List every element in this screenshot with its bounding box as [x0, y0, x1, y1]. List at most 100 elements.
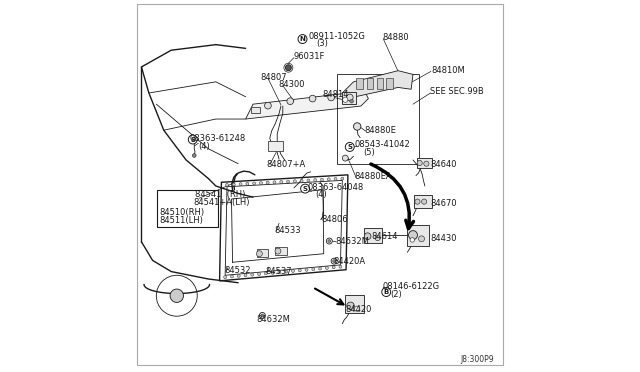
Text: 96031F: 96031F: [294, 52, 325, 61]
Circle shape: [301, 184, 310, 193]
Circle shape: [353, 123, 361, 130]
Bar: [257, 249, 268, 257]
Text: 84533: 84533: [275, 226, 301, 235]
Text: 84632M: 84632M: [335, 237, 369, 246]
Text: (3): (3): [316, 39, 328, 48]
Circle shape: [253, 182, 255, 185]
Polygon shape: [342, 71, 413, 97]
Text: 84532: 84532: [225, 266, 252, 275]
Text: 84430: 84430: [430, 234, 456, 243]
Circle shape: [237, 275, 240, 278]
Circle shape: [341, 177, 344, 180]
Bar: [408, 225, 429, 246]
Circle shape: [325, 266, 328, 269]
Circle shape: [326, 238, 332, 244]
Bar: [417, 158, 431, 168]
Circle shape: [355, 306, 360, 311]
Circle shape: [273, 181, 276, 184]
Circle shape: [257, 251, 262, 257]
Circle shape: [259, 312, 266, 318]
Text: N: N: [300, 36, 305, 42]
Circle shape: [287, 180, 289, 183]
Circle shape: [285, 270, 287, 273]
Text: (2): (2): [390, 290, 402, 299]
Text: 08363-64048: 08363-64048: [307, 183, 364, 192]
Text: 84806: 84806: [321, 215, 348, 224]
Circle shape: [422, 199, 427, 204]
Text: 84640: 84640: [430, 160, 456, 169]
Text: 84420: 84420: [346, 305, 372, 314]
Circle shape: [188, 135, 197, 144]
Circle shape: [280, 180, 283, 183]
Circle shape: [424, 161, 429, 166]
Bar: [376, 78, 383, 89]
Text: 84880E: 84880E: [364, 126, 396, 135]
Circle shape: [339, 265, 342, 268]
Circle shape: [375, 235, 380, 241]
Text: 84807: 84807: [260, 73, 287, 82]
Circle shape: [251, 273, 254, 276]
Circle shape: [239, 183, 242, 186]
Circle shape: [246, 182, 249, 185]
Text: 84670: 84670: [430, 199, 457, 208]
Circle shape: [410, 238, 415, 242]
Circle shape: [287, 98, 294, 105]
Circle shape: [232, 183, 236, 186]
Circle shape: [298, 269, 301, 272]
Circle shape: [275, 248, 281, 254]
Circle shape: [342, 155, 348, 161]
Circle shape: [342, 97, 348, 102]
Bar: [367, 78, 373, 89]
Bar: [386, 78, 393, 89]
Circle shape: [264, 272, 268, 275]
Text: (5): (5): [363, 148, 374, 157]
Circle shape: [381, 288, 390, 296]
Circle shape: [305, 268, 308, 271]
Text: (4): (4): [198, 142, 210, 151]
Circle shape: [327, 178, 330, 181]
Circle shape: [312, 268, 315, 271]
Text: (4): (4): [315, 190, 327, 199]
Bar: [251, 107, 260, 113]
Circle shape: [223, 276, 227, 279]
Bar: [342, 92, 356, 104]
Text: 84810M: 84810M: [431, 66, 465, 75]
Circle shape: [230, 275, 234, 278]
Circle shape: [321, 178, 323, 181]
Bar: [364, 228, 383, 243]
Circle shape: [408, 231, 417, 240]
Text: 08543-41042: 08543-41042: [354, 140, 410, 149]
Bar: [346, 295, 364, 313]
Text: J8:300P9: J8:300P9: [460, 355, 494, 364]
Circle shape: [319, 267, 321, 270]
Text: SEE SEC.99B: SEE SEC.99B: [429, 87, 483, 96]
Bar: [413, 195, 431, 208]
Text: 84420A: 84420A: [333, 257, 365, 266]
Text: S: S: [348, 144, 352, 150]
Circle shape: [349, 99, 353, 103]
Circle shape: [307, 179, 310, 182]
Circle shape: [264, 102, 271, 109]
Circle shape: [291, 270, 294, 273]
Circle shape: [309, 95, 316, 102]
Circle shape: [300, 179, 303, 182]
Circle shape: [266, 181, 269, 184]
Circle shape: [364, 233, 371, 240]
Circle shape: [261, 314, 264, 317]
Text: S: S: [303, 186, 308, 192]
Circle shape: [334, 177, 337, 180]
Circle shape: [259, 182, 262, 185]
Bar: [268, 141, 283, 151]
Circle shape: [244, 274, 247, 277]
Text: 08911-1052G: 08911-1052G: [308, 32, 365, 41]
Bar: [337, 74, 419, 164]
Text: 08363-61248: 08363-61248: [189, 134, 245, 143]
Text: 84880EA: 84880EA: [354, 172, 392, 181]
Text: 84807+A: 84807+A: [266, 160, 305, 169]
Circle shape: [328, 240, 331, 243]
Circle shape: [328, 94, 335, 101]
Circle shape: [170, 289, 184, 302]
Polygon shape: [246, 91, 369, 119]
Circle shape: [415, 199, 420, 204]
Circle shape: [417, 160, 422, 166]
